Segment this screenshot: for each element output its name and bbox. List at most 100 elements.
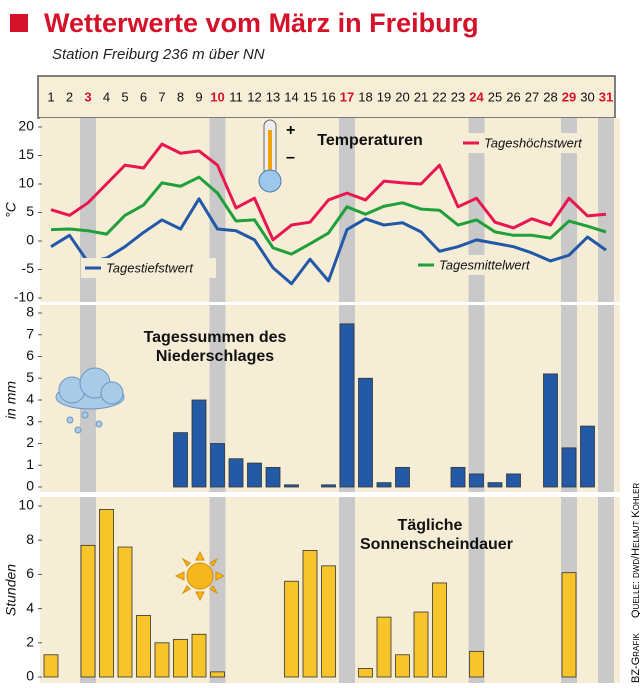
- bar: [321, 484, 336, 488]
- y-tick-label: 8: [26, 304, 34, 320]
- bar: [173, 638, 188, 678]
- bar: [191, 399, 207, 488]
- y-tick-label: 0: [26, 478, 34, 494]
- day-label: 17: [340, 89, 354, 104]
- bar: [487, 482, 503, 488]
- day-label: 5: [121, 89, 128, 104]
- source: Quelle: dwd/Helmut Kohler: [630, 483, 640, 618]
- day-label: 1: [47, 89, 54, 104]
- title-marker: [10, 14, 28, 32]
- day-label: 14: [284, 89, 298, 104]
- y-tick-label: -10: [14, 289, 34, 305]
- y-tick-label: 4: [26, 391, 34, 407]
- bar: [154, 642, 170, 678]
- weekend-column: [598, 305, 614, 492]
- bar: [413, 611, 429, 678]
- subtitle: Station Freiburg 236 m über NN: [52, 46, 265, 63]
- panel-title: Temperaturen: [317, 132, 423, 149]
- svg-text:–: –: [286, 149, 295, 166]
- day-label: 25: [488, 89, 502, 104]
- bar: [339, 323, 355, 488]
- day-label: 10: [210, 89, 224, 104]
- legend-bg: [414, 255, 549, 275]
- bar: [284, 580, 299, 678]
- y-tick-label: 10: [18, 175, 34, 191]
- y-tick-label: 6: [26, 565, 34, 581]
- line-series: [50, 175, 607, 256]
- day-label: 26: [506, 89, 520, 104]
- sun-icon: [174, 550, 226, 602]
- day-label: 11: [229, 89, 243, 104]
- panel-title: Tägliche Sonnenscheindauer: [360, 517, 513, 553]
- day-label: 24: [469, 89, 484, 104]
- bar: [80, 544, 96, 678]
- day-label: 23: [451, 89, 465, 104]
- line-series: [50, 142, 607, 242]
- bar: [469, 473, 484, 488]
- bar: [191, 633, 207, 678]
- bar: [136, 615, 151, 678]
- bar: [580, 425, 595, 488]
- legend-label: Tagestiefstwert: [106, 260, 194, 275]
- legend-label: Tagesmittelwert: [439, 257, 531, 272]
- y-tick-label: 5: [26, 369, 34, 385]
- day-label: 15: [303, 89, 317, 104]
- bar: [302, 550, 318, 678]
- day-label: 21: [414, 89, 428, 104]
- line-series: [50, 197, 607, 286]
- y-tick-label: 2: [26, 634, 34, 650]
- y-tick-label: -5: [22, 260, 35, 276]
- bar: [210, 671, 225, 678]
- weekend-column: [468, 497, 485, 683]
- weekend-column: [468, 305, 485, 492]
- bar: [376, 616, 392, 678]
- weekend-column: [209, 497, 226, 683]
- bar: [284, 484, 299, 488]
- legend-label: Tageshöchstwert: [484, 135, 583, 150]
- weekend-column: [598, 118, 614, 302]
- day-label: 4: [103, 89, 110, 104]
- bar: [543, 373, 558, 488]
- day-label: 27: [525, 89, 539, 104]
- weekend-column: [339, 497, 355, 683]
- day-label: 20: [395, 89, 409, 104]
- y-axis-label: °C: [3, 201, 19, 218]
- day-label: 22: [432, 89, 446, 104]
- day-label: 9: [195, 89, 202, 104]
- y-tick-label: 15: [18, 146, 34, 162]
- svg-text:+: +: [286, 122, 295, 139]
- bar: [358, 377, 373, 488]
- y-axis-label: Stunden: [3, 564, 19, 616]
- bar: [376, 482, 392, 488]
- day-header: [37, 75, 616, 119]
- bar: [506, 473, 521, 488]
- y-tick-label: 4: [26, 599, 34, 615]
- bar: [99, 509, 114, 678]
- credit: BZ-Grafik: [630, 633, 640, 683]
- y-tick-label: 8: [26, 531, 34, 547]
- panel-bg: [40, 305, 620, 492]
- bar: [561, 572, 577, 678]
- bar: [43, 654, 59, 678]
- bar: [450, 467, 466, 488]
- day-label: 7: [158, 89, 165, 104]
- bar: [265, 467, 281, 488]
- bar: [469, 650, 484, 678]
- y-tick-label: 3: [26, 412, 34, 428]
- weekend-column: [561, 305, 577, 492]
- bar: [210, 443, 225, 488]
- legend-bg: [81, 258, 216, 278]
- bar: [561, 447, 577, 488]
- day-label: 6: [140, 89, 147, 104]
- day-label: 12: [247, 89, 261, 104]
- bar: [395, 654, 410, 678]
- y-tick-label: 20: [18, 118, 34, 134]
- day-label: 30: [580, 89, 594, 104]
- day-label: 28: [543, 89, 557, 104]
- day-label: 8: [177, 89, 184, 104]
- day-label: 19: [377, 89, 391, 104]
- y-tick-label: 0: [26, 668, 34, 684]
- weekend-column: [598, 497, 614, 683]
